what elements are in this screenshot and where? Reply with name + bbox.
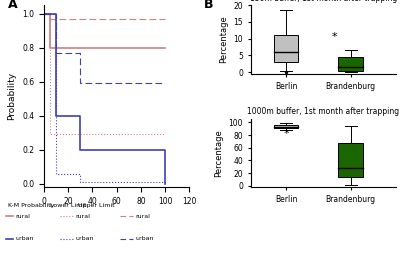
Text: A: A — [8, 0, 18, 11]
Bar — [274, 125, 298, 128]
Text: *: * — [332, 32, 337, 42]
Text: urban: urban — [135, 236, 154, 242]
Y-axis label: Percentage: Percentage — [219, 16, 228, 63]
Bar — [338, 143, 363, 177]
Text: K-M Probability: K-M Probability — [8, 203, 54, 208]
Text: Lower Limit: Lower Limit — [50, 203, 86, 208]
Y-axis label: Probability: Probability — [8, 72, 16, 120]
Title: 1000m buffer, 1st month after trapping: 1000m buffer, 1st month after trapping — [247, 107, 399, 116]
Text: urban: urban — [75, 236, 94, 242]
Text: rural: rural — [135, 214, 150, 219]
Y-axis label: Percentage: Percentage — [214, 129, 223, 177]
Text: Upper Limit: Upper Limit — [78, 203, 115, 208]
Text: rural: rural — [75, 214, 90, 219]
Bar — [338, 57, 363, 70]
Bar — [274, 35, 298, 62]
Title: 150m buffer, 1st month after trapping: 150m buffer, 1st month after trapping — [250, 0, 397, 3]
Text: urban: urban — [15, 236, 34, 242]
Text: rural: rural — [15, 214, 30, 219]
Text: *: * — [283, 129, 289, 139]
Text: B: B — [204, 0, 214, 11]
